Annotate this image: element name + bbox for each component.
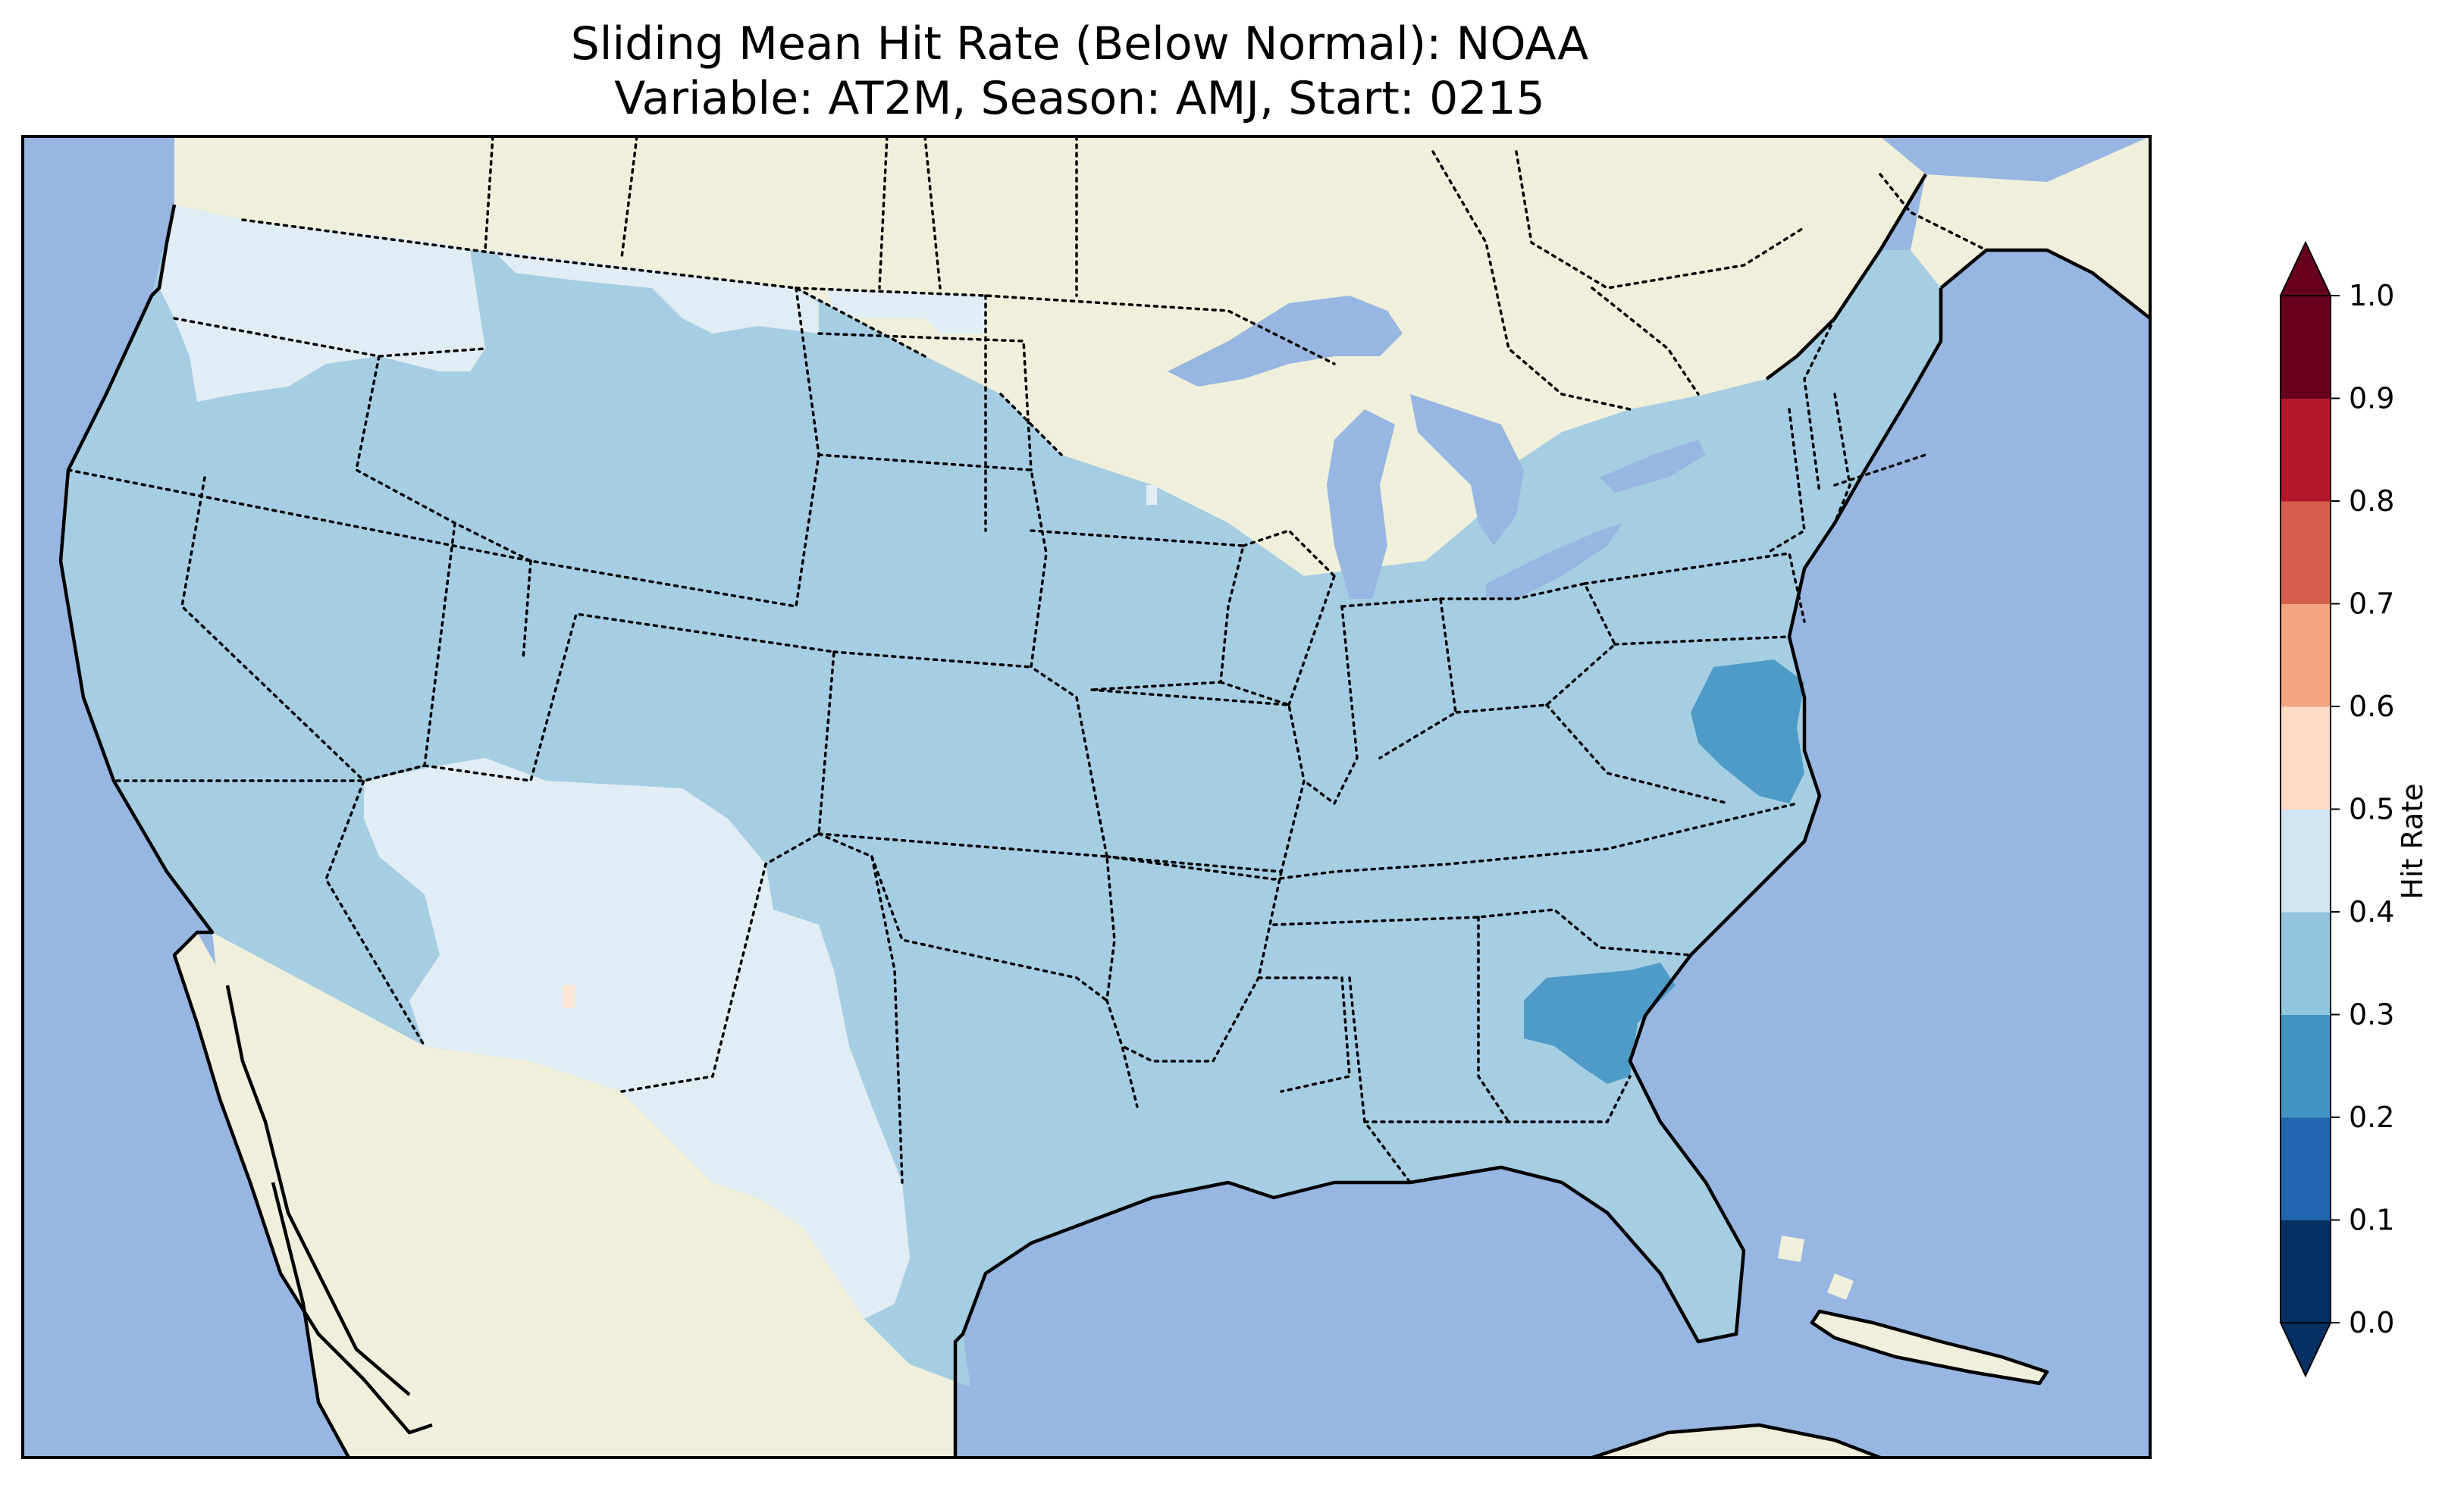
state-borders [67,136,1988,1184]
maritime-landmass [1911,136,2150,318]
colorbar-tick-label: 0.5 [2349,793,2394,826]
colorbar-label: Hit Rate [2396,783,2429,899]
colorbar-tick-label: 0.8 [2349,484,2394,518]
lake-michigan [1327,409,1395,599]
us-hit-rate-0.4-0.5-wisconsin-cell [1146,485,1157,505]
colorbar-tick-label: 0.9 [2349,382,2394,415]
bahamas-landmass [1778,1236,1854,1300]
central-america-landmass [1592,1425,1880,1458]
colorbar-tick-label: 0.4 [2349,895,2394,929]
map-frame [21,135,2152,1459]
us-hit-rate-0.4-0.5-southwest [364,758,910,1319]
colorbar-tick-label: 1.0 [2349,279,2394,312]
map-title-line1: Sliding Mean Hit Rate (Below Normal): NO… [571,17,1589,70]
us-hit-rate-0.2-0.3-georgia [1524,963,1676,1084]
central-america-coastline [1591,1423,1881,1458]
colorbar-tick-label: 0.6 [2349,690,2394,723]
lake-ontario [1600,440,1706,493]
lake-erie [1486,523,1622,599]
us-hit-rate-0.5-0.6-cell [563,985,575,1008]
colorbar-swatch [2281,1014,2331,1118]
colorbar-swatch [2281,398,2331,502]
map-title-line2: Variable: AT2M, Season: AMJ, Start: 0215 [614,72,1545,125]
us-hit-rate-0.3-0.4 [61,205,1941,1387]
colorbar-swatch [2281,912,2331,1015]
colorbar-tick-label: 0.1 [2349,1204,2394,1237]
colorbar-tick-label: 0.3 [2349,998,2394,1032]
colorbar: 0.0 0.1 0.2 0.3 0.4 0.5 0.6 0.7 0.8 0.9 1.0 [2279,240,2394,1378]
colorbar-tick-label: 0.2 [2349,1101,2394,1134]
lake-superior [1168,296,1403,387]
us-hit-rate-0.2-0.3-virginia [1691,659,1804,803]
baja-east-coastline [225,985,411,1458]
baja-landmass [174,932,432,1433]
lake-huron [1410,394,1524,546]
us-hit-rate-0.4-0.5-north-dakota [826,288,986,334]
colorbar-tick-label: 0.0 [2349,1306,2394,1339]
mexico-landmass [212,932,955,1458]
us-hit-rate-0.4-0.5-northwest [159,205,485,402]
colorbar-swatch [2281,501,2331,604]
colorbar-swatch [2281,706,2331,810]
us-hit-rate-0.4-0.5-montana [493,250,819,334]
colorbar-swatch [2281,809,2331,913]
cuba-coastline [1810,1309,2049,1386]
cuba-landmass [1812,1311,2047,1383]
gulf-coastline [953,288,1943,1458]
colorbar-swatch [2281,603,2331,707]
map-panel [21,135,2152,1459]
colorbar-tick-label: 0.7 [2349,587,2394,621]
colorbar-swatch [2281,1117,2331,1220]
colorbar-swatch [2281,296,2331,399]
colorbar-swatch [2281,1220,2331,1323]
